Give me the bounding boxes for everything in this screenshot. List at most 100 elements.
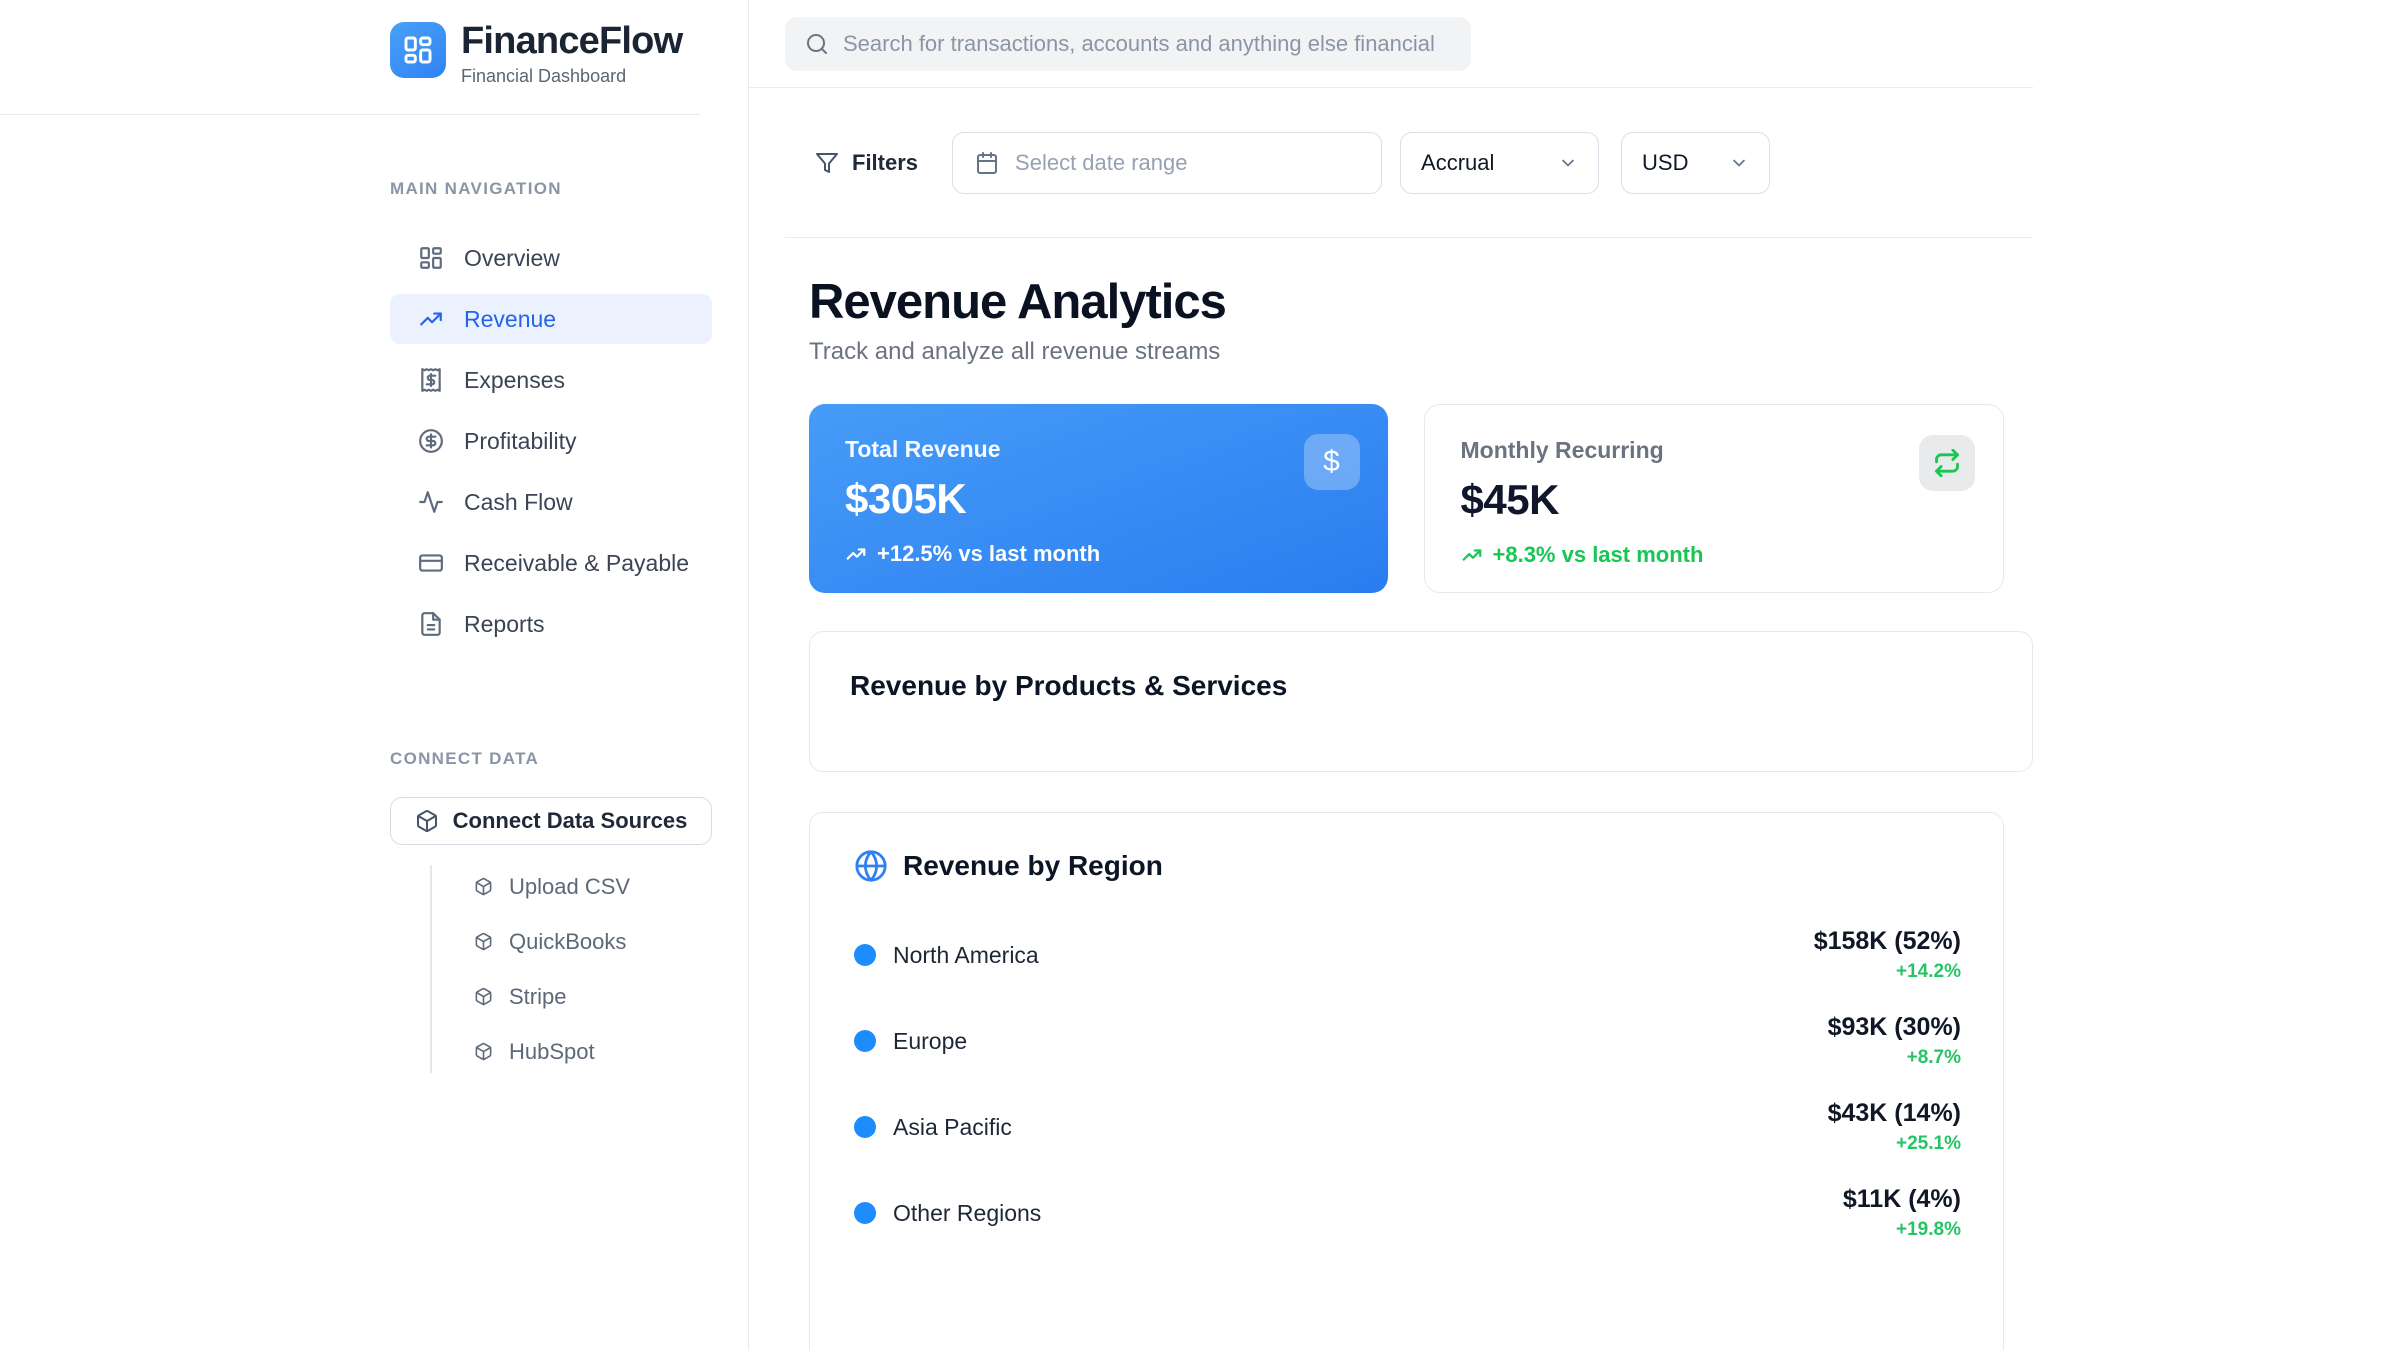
metric-value: $305K [845,475,967,522]
filters-toolbar: Filters Accrual USD [785,88,2033,238]
region-label-group: North America [854,942,1039,969]
region-card-header: Revenue by Region [854,849,1961,883]
connect-button-label: Connect Data Sources [452,808,688,833]
calendar-icon [977,151,998,174]
metric-delta: +12.5% vs last month [845,541,1352,567]
trending-up-icon [420,312,442,326]
date-range-input[interactable] [1015,149,1360,176]
filters-button[interactable]: Filters [815,150,918,176]
tree-indent-line [430,865,432,1073]
region-value: $93K (30%) [1827,1013,1961,1041]
main-content: Filters Accrual USD [749,0,2033,1350]
accounting-method-select[interactable]: Accrual [1400,131,1600,194]
bullet-dot-icon [854,1202,876,1224]
sidebar-item-overview[interactable]: Overview [390,233,712,283]
revenue-by-region-card: Revenue by Region North America $158K (5… [809,812,2004,1350]
region-name: Other Regions [893,1199,1042,1226]
source-item-upload-csv[interactable]: Upload CSV [390,859,712,914]
revenue-by-products-card: Revenue by Products & Services [809,631,2033,772]
trending-up-icon [1462,549,1481,561]
region-value: $158K (52%) [1813,927,1961,955]
bullet-dot-icon [854,1116,876,1138]
connect-data-sources-button[interactable]: Connect Data Sources [390,797,712,845]
main-nav: Overview Revenue Expenses [390,233,712,649]
cube-icon [416,810,437,833]
monthly-recurring-card: Monthly Recurring $45K +8.3% vs last mon… [1423,404,2004,593]
search-input[interactable] [843,30,1451,57]
region-label-group: Other Regions [854,1200,1041,1227]
card-title: Revenue by Products & Services [850,670,1288,701]
layout-dashboard-icon [420,247,442,269]
activity-icon [419,491,443,513]
source-item-hubspot[interactable]: HubSpot [390,1024,712,1079]
sidebar-header: FinanceFlow Financial Dashboard [0,0,700,115]
sidebar-item-label: Expenses [464,366,566,393]
region-name: Europe [893,1027,968,1054]
file-text-icon [421,612,441,636]
trending-up-icon [846,548,866,560]
currency-select[interactable]: USD [1621,131,1771,194]
sidebar: FinanceFlow Financial Dashboard MAIN NAV… [0,0,749,1350]
source-item-stripe[interactable]: Stripe [390,969,712,1024]
page-subtitle: Track and analyze all revenue streams [809,338,1221,365]
cube-icon [475,987,492,1006]
sidebar-item-label: Reports [464,610,545,637]
region-label-group: Asia Pacific [854,1114,1012,1141]
brand-text: FinanceFlow Financial Dashboard [461,20,683,87]
region-delta: +25.1% [1896,1133,1961,1154]
metric-cards: Total Revenue $305K +12.5% vs last month… [809,404,2004,593]
main-navigation-section: MAIN NAVIGATION Overview Revenue [0,179,748,1079]
sidebar-item-reports[interactable]: Reports [390,599,712,649]
source-item-label: Upload CSV [509,873,631,899]
circle-dollar-icon [419,429,443,453]
metric-delta-text: +8.3% vs last month [1492,542,1704,567]
region-value-group: $158K (52%) +14.2% [1814,927,1961,983]
metric-delta-text: +12.5% vs last month [877,541,1101,566]
sidebar-item-revenue[interactable]: Revenue [390,294,712,344]
metric-delta: +8.3% vs last month [1461,542,1968,568]
sidebar-item-label: Cash Flow [464,488,573,515]
data-sources-list: Upload CSV QuickBooks Stripe [390,857,712,1079]
app-title: FinanceFlow [461,20,683,62]
metric-value: $45K [1460,476,1560,523]
filters-label: Filters [852,149,919,175]
global-search[interactable] [785,16,1471,71]
region-value-group: $93K (30%) +8.7% [1828,1013,1961,1069]
chevron-down-icon [1733,159,1745,166]
date-range-picker[interactable] [952,131,1383,194]
region-label-group: Europe [854,1028,967,1055]
region-row-other-regions: Other Regions $11K (4%) +19.8% [854,1183,1961,1243]
source-item-quickbooks[interactable]: QuickBooks [390,914,712,969]
sidebar-item-expenses[interactable]: Expenses [390,355,712,405]
page-body: Revenue Analytics Track and analyze all … [749,274,2033,1350]
metric-label: Total Revenue [845,436,1001,462]
sidebar-item-profitability[interactable]: Profitability [390,416,712,466]
credit-card-icon [419,554,443,572]
receipt-icon [421,368,441,392]
app-subtitle: Financial Dashboard [461,65,627,86]
bullet-dot-icon [854,944,876,966]
chevron-down-icon [1562,159,1574,166]
app-logo-icon [390,22,446,78]
metric-label: Monthly Recurring [1460,437,1664,463]
region-delta: +14.2% [1896,961,1961,982]
cube-icon [475,932,492,951]
brand: FinanceFlow Financial Dashboard [390,20,700,87]
currency-value: USD [1642,149,1689,175]
funnel-icon [816,152,838,173]
connect-section-label: CONNECT DATA [390,749,540,768]
region-name: North America [893,941,1039,968]
search-icon [807,33,827,54]
region-value-group: $43K (14%) +25.1% [1828,1099,1961,1155]
region-value: $43K (14%) [1827,1099,1961,1127]
region-row-asia-pacific: Asia Pacific $43K (14%) +25.1% [854,1097,1961,1157]
cube-icon [475,877,492,896]
card-title: Revenue by Region [903,850,1163,881]
total-revenue-card: Total Revenue $305K +12.5% vs last month… [809,404,1388,593]
globe-icon [855,850,887,882]
sidebar-item-receivable-payable[interactable]: Receivable & Payable [390,538,712,588]
sidebar-item-label: Profitability [464,427,577,454]
nav-section-label: MAIN NAVIGATION [390,179,562,198]
sidebar-item-cash-flow[interactable]: Cash Flow [390,477,712,527]
region-row-north-america: North America $158K (52%) +14.2% [854,925,1961,985]
